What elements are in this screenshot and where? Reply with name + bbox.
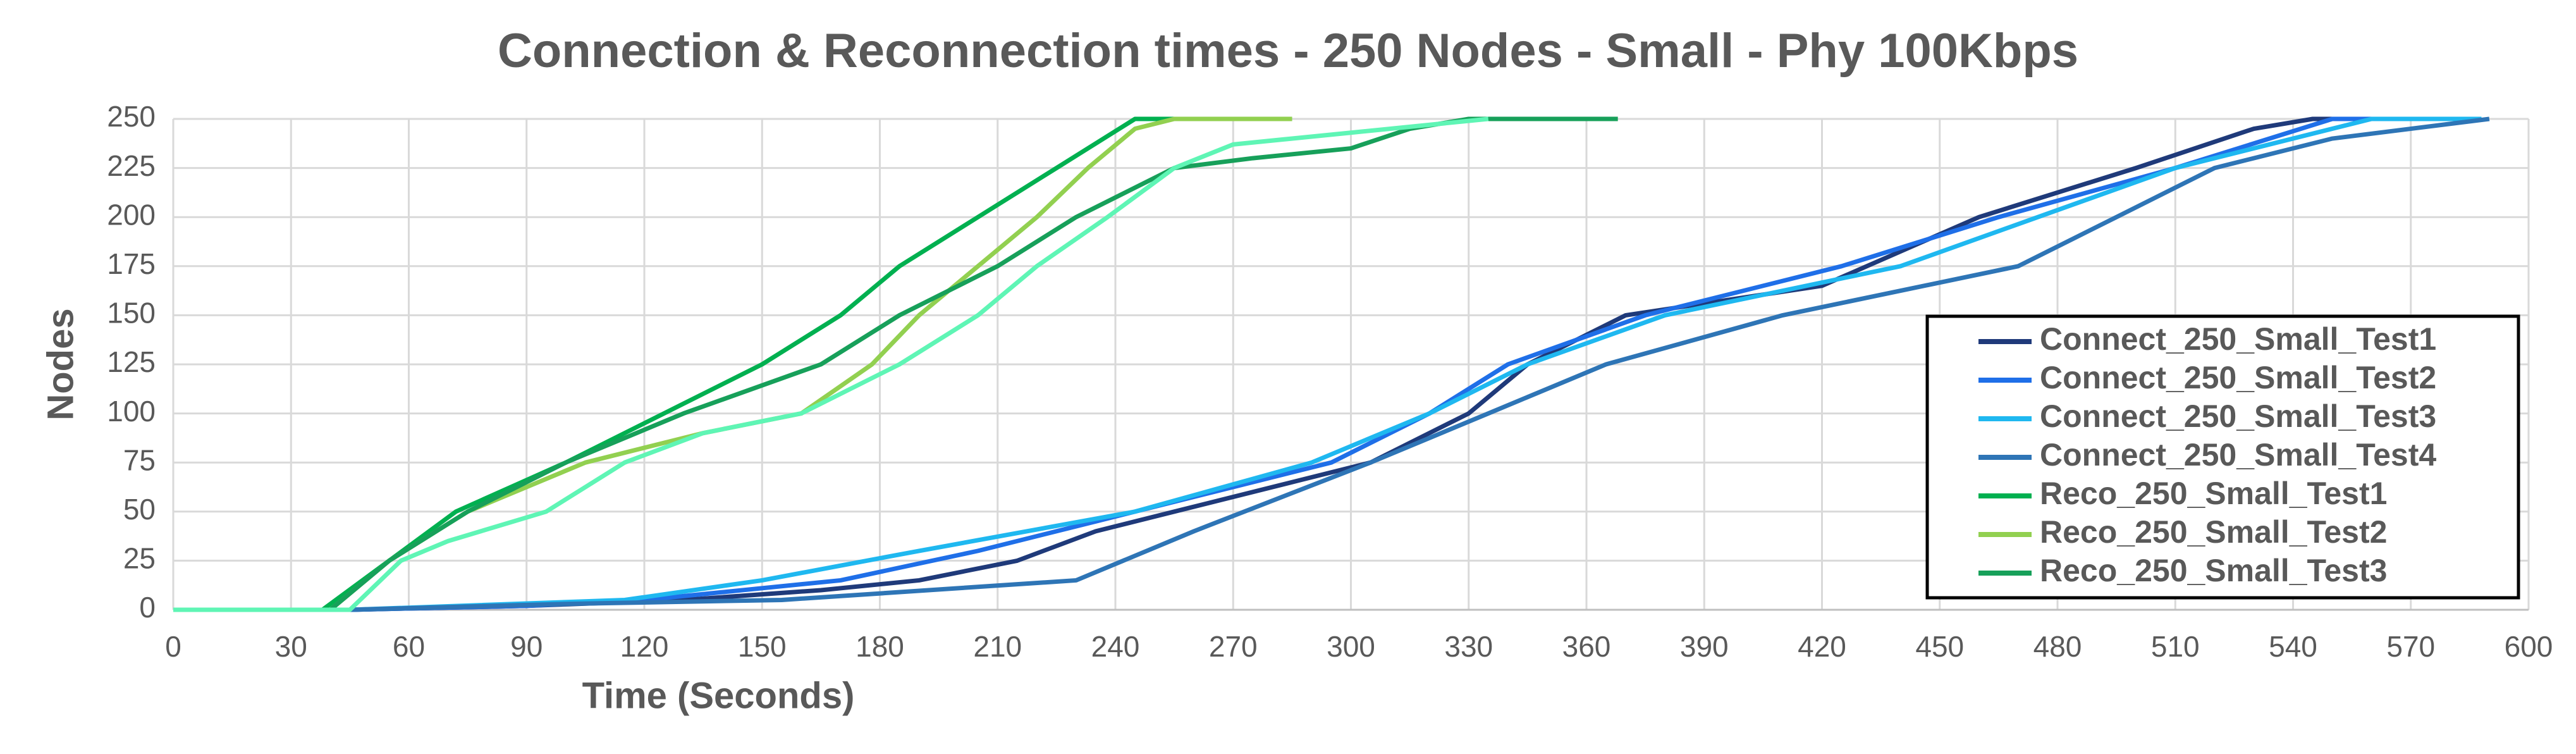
series-line [173, 116, 2490, 612]
y-tick-label: 75 [123, 443, 156, 476]
y-tick-label: 250 [107, 100, 156, 133]
y-tick-label: 200 [107, 198, 156, 231]
series-line [173, 116, 1489, 612]
y-tick-label: 125 [107, 345, 156, 378]
legend-label: Connect_250_Small_Test1 [2040, 321, 2436, 357]
x-tick-label: 480 [2033, 630, 2082, 663]
x-tick-label: 210 [973, 630, 1022, 663]
legend-box [1925, 314, 2520, 600]
legend-label: Connect_250_Small_Test3 [2040, 399, 2436, 434]
x-tick-label: 600 [2505, 630, 2553, 663]
legend-label: Reco_250_Small_Test1 [2040, 476, 2387, 511]
x-tick-label: 300 [1327, 630, 1375, 663]
x-tick-label: 540 [2269, 630, 2317, 663]
y-tick-label: 25 [123, 542, 156, 575]
x-tick-label: 360 [1562, 630, 1611, 663]
legend-label: Reco_250_Small_Test2 [2040, 514, 2387, 550]
y-tick-label: 0 [139, 591, 156, 624]
y-tick-label: 225 [107, 149, 156, 182]
x-tick-label: 420 [1798, 630, 1846, 663]
x-tick-label: 240 [1091, 630, 1140, 663]
x-tick-label: 150 [738, 630, 787, 663]
series-line [173, 116, 2482, 612]
x-tick-label: 60 [393, 630, 425, 663]
x-tick-label: 510 [2151, 630, 2200, 663]
x-tick-label: 180 [856, 630, 904, 663]
y-tick-label: 50 [123, 493, 156, 526]
x-tick-label: 90 [510, 630, 543, 663]
x-tick-label: 390 [1680, 630, 1729, 663]
series-line [173, 116, 1618, 612]
x-tick-label: 570 [2386, 630, 2435, 663]
x-tick-label: 270 [1209, 630, 1258, 663]
x-tick-label: 330 [1444, 630, 1493, 663]
y-tick-label: 100 [107, 395, 156, 428]
legend-label: Reco_250_Small_Test3 [2040, 553, 2387, 588]
y-tick-label: 150 [107, 297, 156, 330]
x-tick-label: 120 [620, 630, 669, 663]
x-tick-label: 450 [1915, 630, 1964, 663]
y-axis-title: Nodes [40, 308, 81, 420]
legend-label: Connect_250_Small_Test4 [2040, 437, 2436, 473]
chart-title: Connection & Reconnection times - 250 No… [498, 24, 2078, 78]
x-tick-label: 30 [275, 630, 307, 663]
y-tick-label: 175 [107, 247, 156, 280]
x-tick-label: 0 [165, 630, 181, 663]
x-axis-title: Time (Seconds) [582, 675, 855, 716]
legend-label: Connect_250_Small_Test2 [2040, 360, 2436, 395]
